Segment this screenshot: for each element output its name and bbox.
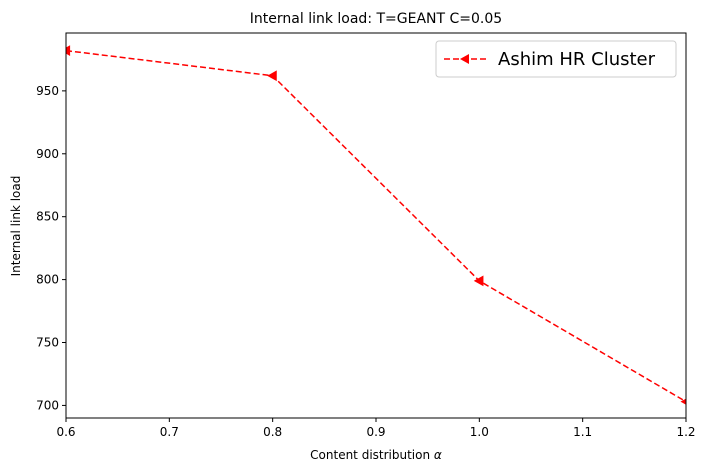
legend-marker-swatch <box>460 54 469 64</box>
plot-frame <box>65 32 687 419</box>
y-tick-label: 700 <box>36 398 59 412</box>
series-line <box>66 49 686 403</box>
y-axis-ticks: 700 750 800 850 900 950 <box>36 84 66 412</box>
x-tick-label: 1.0 <box>470 425 489 439</box>
legend-box <box>435 40 677 78</box>
x-axis-ticks: 0.6 0.7 0.8 0.9 1.0 1.1 1.2 <box>56 418 696 439</box>
chart-title: Internal link load: T=GEANT C=0.05 <box>250 11 502 27</box>
y-tick-label: 900 <box>36 147 59 161</box>
y-axis-label: Internal link load <box>9 176 23 277</box>
y-tick-label: 850 <box>36 210 59 224</box>
legend: Ashim HR Cluster <box>435 40 677 78</box>
y-tick-label: 950 <box>36 84 59 98</box>
data-point-marker <box>267 70 277 82</box>
legend-label: Ashim HR Cluster <box>498 49 656 70</box>
x-tick-label: 0.8 <box>263 425 282 439</box>
data-point-marker <box>66 45 71 56</box>
x-tick-label: 0.7 <box>160 425 179 439</box>
data-point-marker <box>473 275 484 287</box>
x-tick-label: 0.9 <box>366 425 385 439</box>
y-tick-label: 750 <box>36 336 59 350</box>
x-axis-label: Content distribution α <box>310 448 442 462</box>
x-tick-label: 1.2 <box>676 425 695 439</box>
x-tick-label: 0.6 <box>56 425 75 439</box>
y-tick-label: 800 <box>36 273 59 287</box>
x-tick-label: 1.1 <box>573 425 592 439</box>
